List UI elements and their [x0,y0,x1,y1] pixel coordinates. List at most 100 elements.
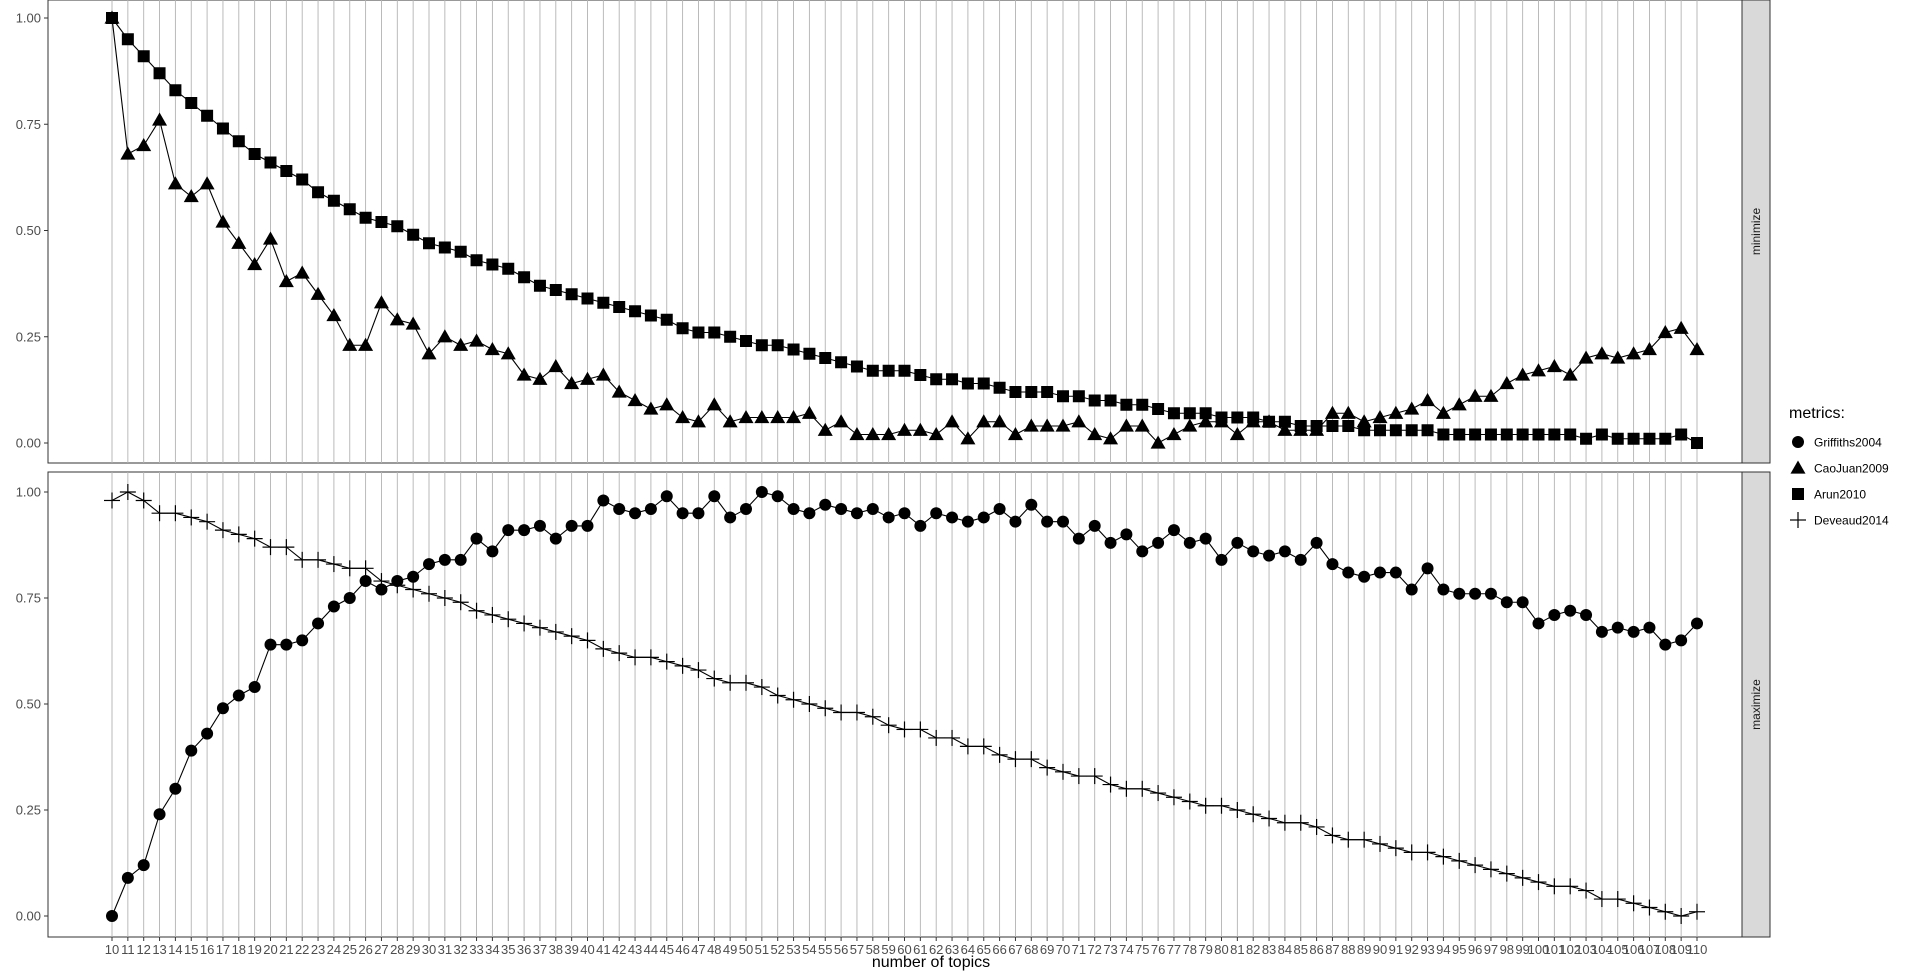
data-point [343,592,356,604]
data-point [1689,342,1705,356]
data-point [407,570,420,583]
x-tick-label: 43 [628,942,642,957]
data-point [848,704,865,721]
data-point [1421,562,1434,575]
data-point [1580,608,1593,621]
data-point [1358,570,1371,583]
data-point [1310,420,1323,432]
data-point [961,515,974,528]
data-point [232,135,245,148]
x-tick-label: 95 [1452,942,1466,957]
data-point [817,422,833,436]
x-tick-label: 105 [1607,942,1629,957]
data-point [358,337,374,351]
data-point [1120,528,1133,541]
data-point [1247,545,1260,558]
data-point [1358,424,1371,437]
y-tick-label: 0.25 [16,329,41,344]
x-tick-label: 63 [945,942,959,957]
data-point [1167,524,1180,537]
x-tick-label: 22 [295,942,309,957]
data-point [865,427,881,441]
data-point [1451,852,1468,869]
data-point [454,553,467,566]
data-point [613,301,626,313]
data-point [1039,418,1055,432]
data-point [500,611,517,628]
data-point [581,519,594,532]
data-point [658,653,675,670]
data-point [1546,878,1563,895]
data-point [106,910,118,922]
x-tick-label: 38 [549,942,563,957]
data-point [137,859,150,872]
data-point [897,422,912,436]
data-point [1548,428,1561,441]
data-point [1578,350,1594,364]
data-point [1136,398,1149,411]
data-point [1215,553,1228,566]
data-point [740,335,752,347]
x-tick-label: 91 [1389,942,1403,957]
data-point [1435,848,1452,865]
x-tick-label: 107 [1639,942,1661,957]
data-point [803,347,816,360]
data-point [152,112,168,126]
x-tick-label: 69 [1040,942,1054,957]
x-tick-label: 85 [1294,942,1308,957]
legend-label: Arun2010 [1814,488,1866,502]
x-tick-label: 50 [739,942,753,957]
data-point [484,606,501,623]
data-point [1025,386,1038,398]
data-point [882,364,895,377]
data-point [724,511,737,524]
data-point [357,560,374,577]
data-point [1564,428,1577,441]
data-point [597,494,610,507]
data-point [660,313,673,326]
data-point [1340,405,1356,419]
x-tick-label: 45 [660,942,674,957]
data-point [327,194,340,207]
data-point [423,237,435,250]
data-point [692,326,705,339]
data-point [1199,532,1212,545]
data-point [1437,583,1450,596]
x-tick-label: 21 [279,942,293,957]
x-tick-label: 100 [1528,942,1550,957]
data-point [120,146,136,160]
data-point [1562,367,1578,381]
y-tick-label: 1.00 [16,11,41,26]
data-point [486,258,499,271]
data-point [201,727,214,740]
data-point [581,292,594,305]
data-point [104,492,120,509]
data-point [959,738,976,755]
y-tick-label: 0.50 [16,697,41,712]
data-point [1374,424,1386,437]
data-point [1150,785,1167,802]
data-point [754,410,770,424]
data-point [1421,424,1434,437]
data-point [1041,386,1054,398]
data-point [1625,895,1642,912]
data-point [216,122,229,135]
data-point [153,67,166,80]
data-point [1104,536,1117,549]
data-point [977,377,990,390]
data-point [1294,420,1307,432]
data-point [296,634,309,647]
data-point [1389,424,1402,437]
data-point [1453,428,1466,441]
data-point [516,615,533,632]
data-point [1467,857,1484,874]
x-tick-label: 55 [818,942,832,957]
data-point [644,502,657,515]
x-tick-label: 35 [501,942,515,957]
data-point [119,484,136,500]
x-tick-label: 23 [311,942,325,957]
data-point [1342,420,1355,432]
data-point [1245,806,1262,823]
data-point [1165,789,1182,806]
